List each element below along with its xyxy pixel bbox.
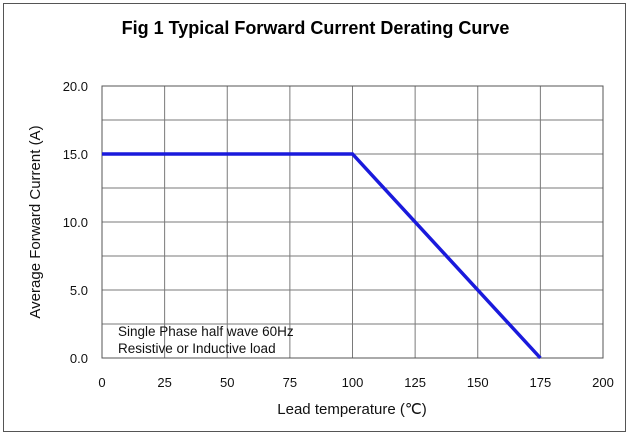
x-tick-label: 75 bbox=[283, 375, 297, 390]
x-tick-label: 25 bbox=[157, 375, 171, 390]
annotation-line-1: Single Phase half wave 60Hz bbox=[118, 324, 294, 339]
x-tick-label: 175 bbox=[530, 375, 552, 390]
chart-title: Fig 1 Typical Forward Current Derating C… bbox=[121, 18, 510, 38]
x-tick-label: 100 bbox=[342, 375, 364, 390]
y-tick-label: 0.0 bbox=[70, 351, 88, 366]
annotation-line-2: Resistive or Inductive load bbox=[118, 341, 276, 356]
x-tick-label: 50 bbox=[220, 375, 234, 390]
y-tick-label: 15.0 bbox=[63, 147, 88, 162]
x-tick-label: 0 bbox=[98, 375, 105, 390]
y-tick-label: 10.0 bbox=[63, 215, 88, 230]
series-line bbox=[102, 152, 542, 360]
x-tick-label: 200 bbox=[592, 375, 614, 390]
y-tick-label: 20.0 bbox=[63, 79, 88, 94]
chart-frame bbox=[3, 3, 626, 432]
plot-area-border bbox=[101, 85, 604, 359]
x-tick-label: 150 bbox=[467, 375, 489, 390]
y-axis-label: Average Forward Current (A) bbox=[27, 125, 44, 318]
x-axis-label: Lead temperature (℃) bbox=[277, 401, 426, 418]
x-tick-label: 125 bbox=[404, 375, 426, 390]
y-tick-label: 5.0 bbox=[70, 283, 88, 298]
